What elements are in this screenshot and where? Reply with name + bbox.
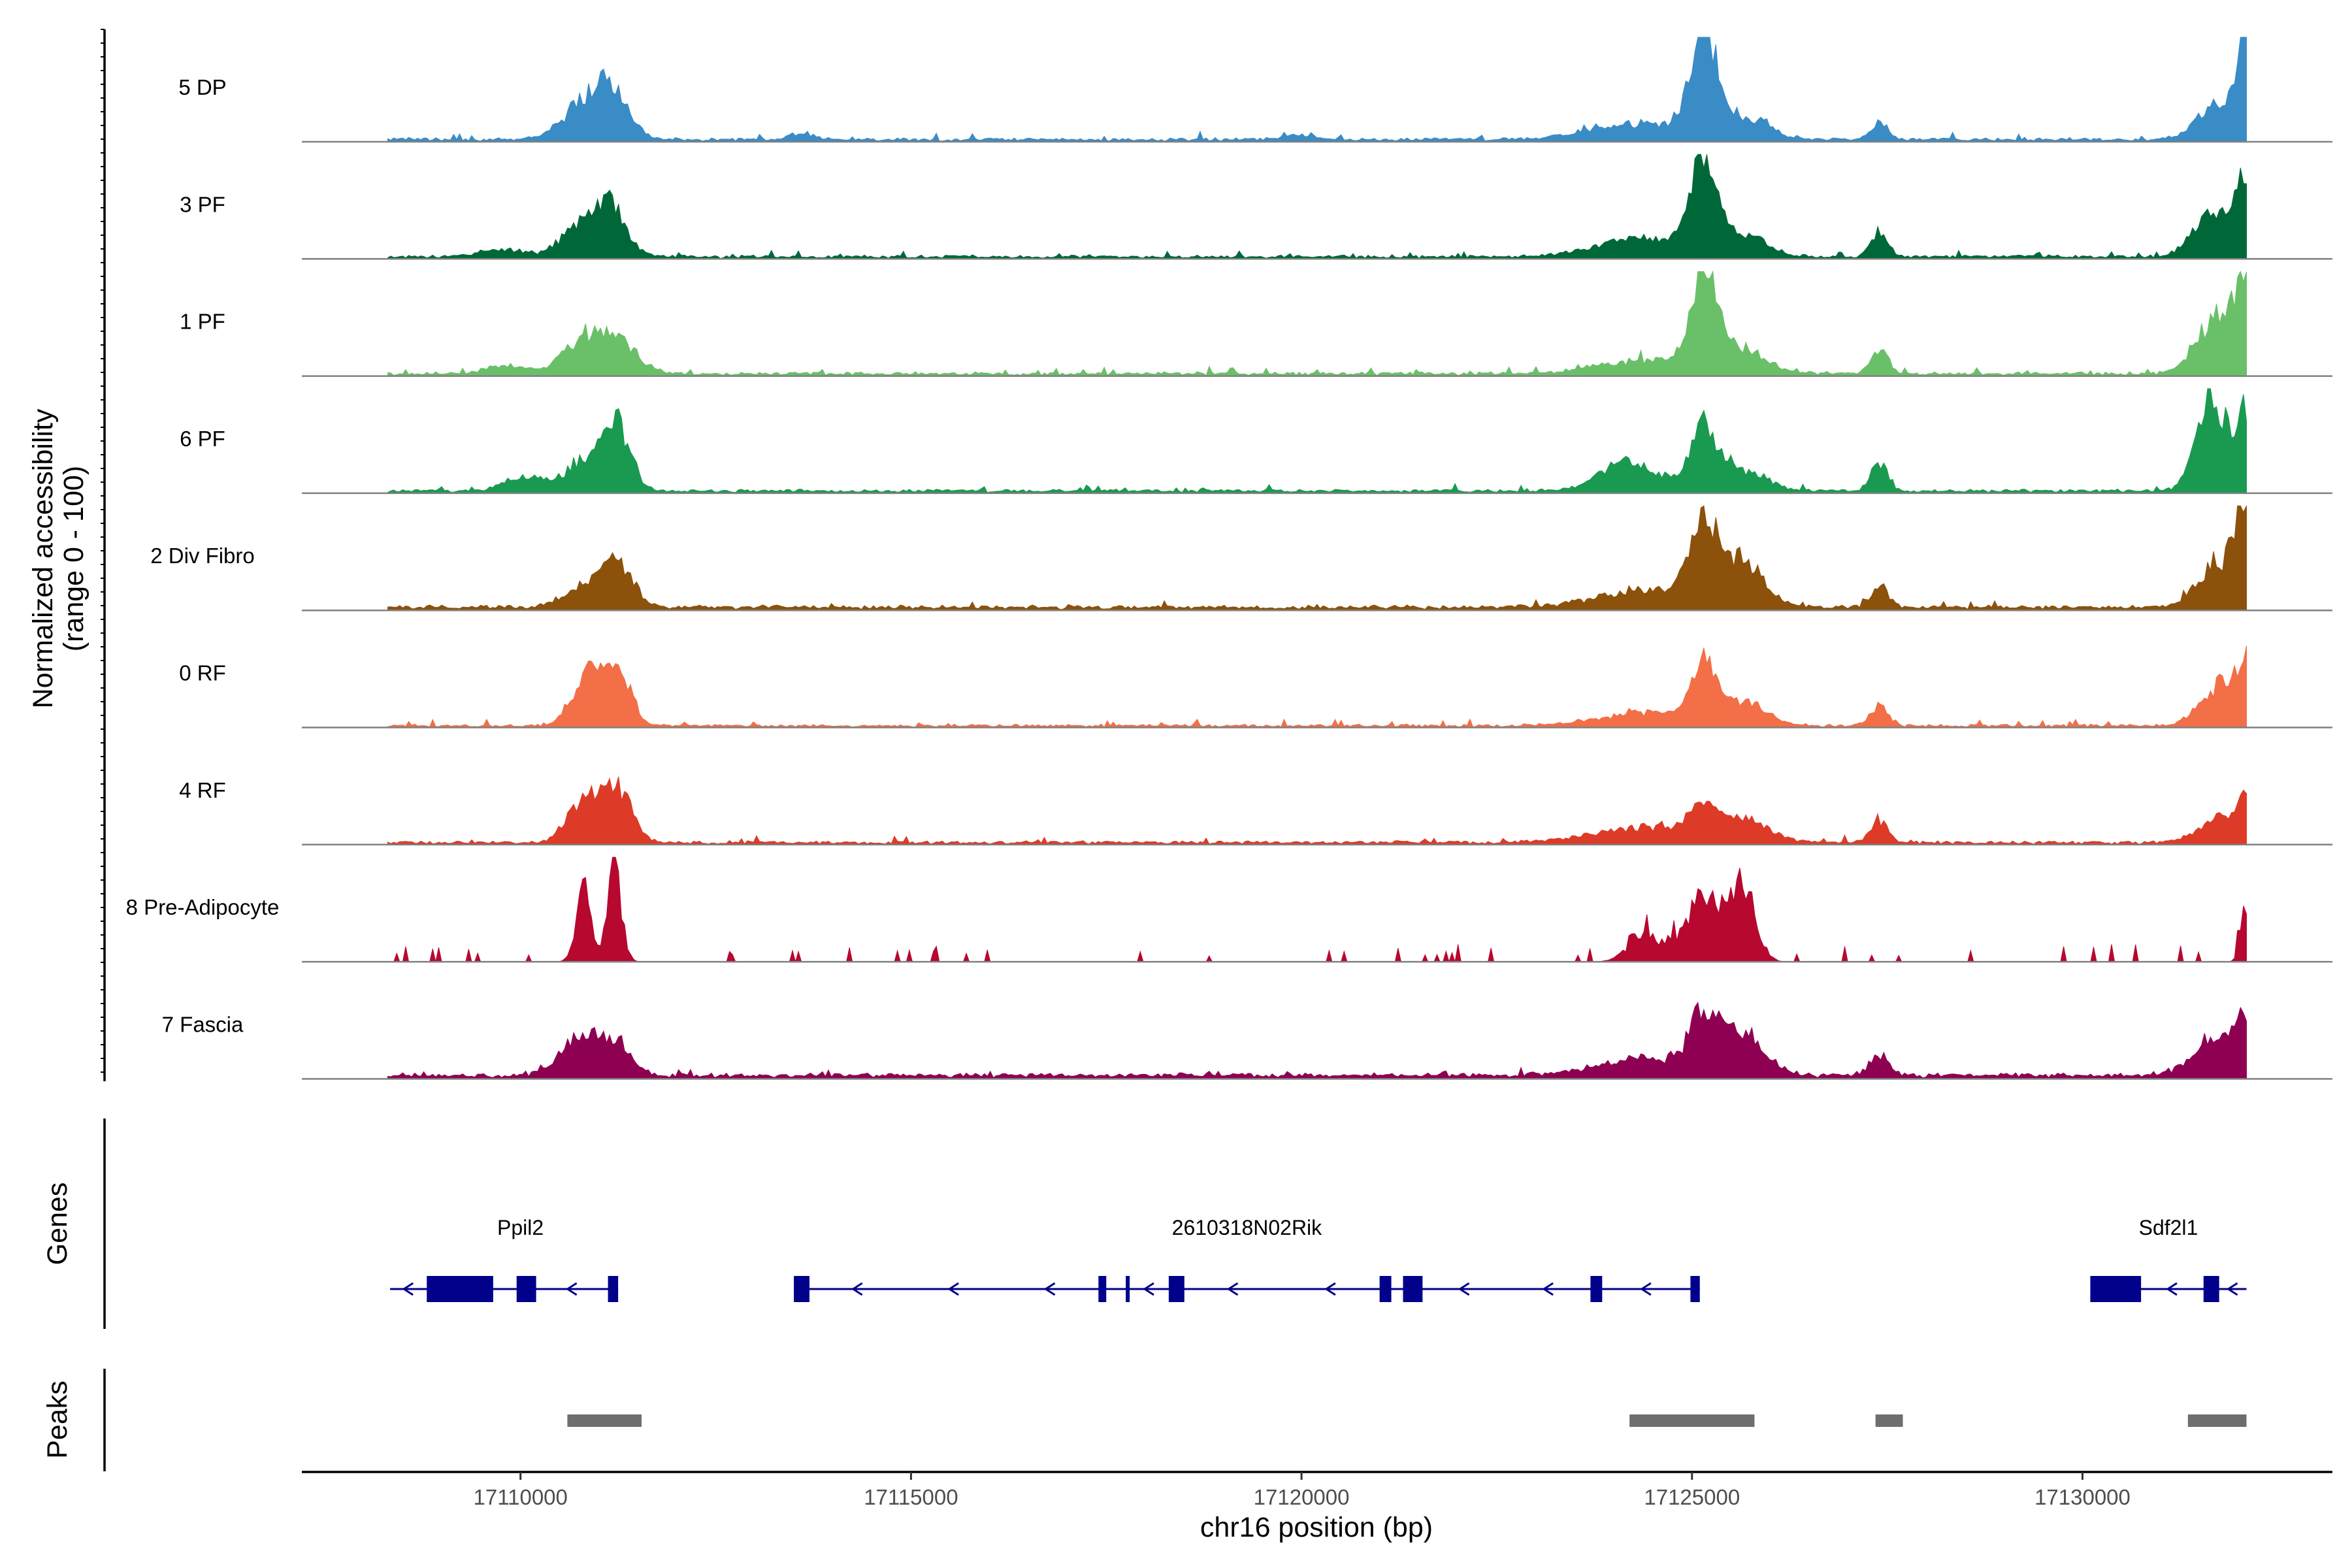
track-label: 3 PF: [180, 192, 225, 216]
track-1: 3 PF: [180, 154, 2332, 260]
track-label: 6 PF: [180, 427, 225, 451]
y-axis-title: Normalized accessibility: [27, 408, 59, 708]
gene-exon: [427, 1276, 493, 1302]
strand-arrow: [565, 1282, 578, 1296]
strand-arrow: [1640, 1282, 1652, 1296]
peak-region: [1629, 1414, 1755, 1427]
strand-arrow: [851, 1282, 863, 1296]
x-tick-label: 17115000: [864, 1485, 958, 1509]
gene-exon: [1126, 1276, 1130, 1302]
gene-exon: [516, 1276, 536, 1302]
gene-annotations: Ppil2 2610318N02Rik Sdf2l1: [390, 1216, 2247, 1302]
gene-label: 2610318N02Rik: [1172, 1216, 1323, 1239]
coverage-area: [387, 505, 2247, 611]
gene: Ppil2: [390, 1216, 619, 1302]
x-tick-label: 17110000: [474, 1485, 568, 1509]
gene-label: Sdf2l1: [2139, 1216, 2198, 1239]
gene-exon: [1168, 1276, 1184, 1302]
gene-exon: [608, 1276, 619, 1302]
track-7: 8 Pre-Adipocyte: [126, 857, 2332, 963]
coverage-area: [387, 1002, 2247, 1079]
track-label: 0 RF: [179, 661, 226, 685]
gene-exon: [1690, 1276, 1700, 1302]
track-0: 5 DP: [178, 37, 2332, 143]
strand-arrow: [1458, 1282, 1470, 1296]
strand-arrow: [1143, 1282, 1154, 1296]
gene-exon: [794, 1276, 809, 1302]
coverage-tracks: 5 DP 3 PF 1 PF 6 PF 2 Div Fibro 0 RF 4 RF 8 Pre…: [126, 37, 2332, 1080]
peak-regions: [567, 1414, 2247, 1427]
gene-label: Ppil2: [497, 1216, 544, 1239]
track-3: 6 PF: [180, 388, 2332, 495]
gene-exon: [2203, 1276, 2219, 1302]
coverage-area: [387, 776, 2247, 845]
track-label: 8 Pre-Adipocyte: [126, 895, 280, 919]
strand-arrow: [402, 1282, 414, 1296]
track-4: 2 Div Fibro: [150, 505, 2332, 612]
coverage-area: [387, 645, 2247, 728]
coverage-area: [387, 388, 2247, 494]
strand-arrow: [1542, 1282, 1554, 1296]
track-label: 7 Fascia: [162, 1012, 244, 1036]
strand-arrow: [2226, 1282, 2238, 1296]
gene-exon: [1590, 1276, 1603, 1302]
genes-panel-label: Genes: [42, 1183, 73, 1266]
x-tick-label: 17130000: [2034, 1485, 2131, 1509]
track-label: 2 Div Fibro: [150, 544, 255, 568]
gene-exon: [1098, 1276, 1107, 1302]
x-axis-title: chr16 position (bp): [1200, 1512, 1433, 1543]
x-tick-label: 17125000: [1644, 1485, 1740, 1509]
peak-region: [1875, 1414, 1903, 1427]
track-2: 1 PF: [180, 270, 2332, 377]
coverage-axis-minor-ticks: [101, 29, 105, 1073]
track-6: 4 RF: [179, 776, 2332, 846]
strand-arrow: [1043, 1282, 1056, 1296]
gene-exon: [1403, 1276, 1423, 1302]
track-label: 1 PF: [180, 310, 225, 334]
track-label: 5 DP: [178, 75, 226, 99]
track-8: 7 Fascia: [162, 1002, 2332, 1080]
x-axis-ticks: 17110000 17115000 17120000 17125000 17130000: [474, 1472, 2131, 1509]
strand-arrow: [2166, 1282, 2178, 1296]
coverage-area: [387, 154, 2247, 259]
peak-region: [567, 1414, 642, 1427]
gene: Sdf2l1: [2090, 1216, 2247, 1302]
peaks-panel-label: Peaks: [42, 1380, 73, 1459]
gene: 2610318N02Rik: [794, 1216, 1700, 1302]
y-axis-subtitle: (range 0 - 100): [58, 466, 90, 651]
track-5: 0 RF: [179, 645, 2332, 728]
gene-exon: [1379, 1276, 1392, 1302]
coverage-area: [387, 270, 2247, 377]
strand-arrow: [1226, 1282, 1239, 1296]
strand-arrow: [1324, 1282, 1336, 1296]
peak-region: [2187, 1414, 2247, 1427]
strand-arrow: [947, 1282, 959, 1296]
x-tick-label: 17120000: [1254, 1485, 1350, 1509]
gene-exon: [2090, 1276, 2142, 1302]
track-label: 4 RF: [179, 778, 226, 802]
coverage-area: [387, 37, 2247, 142]
